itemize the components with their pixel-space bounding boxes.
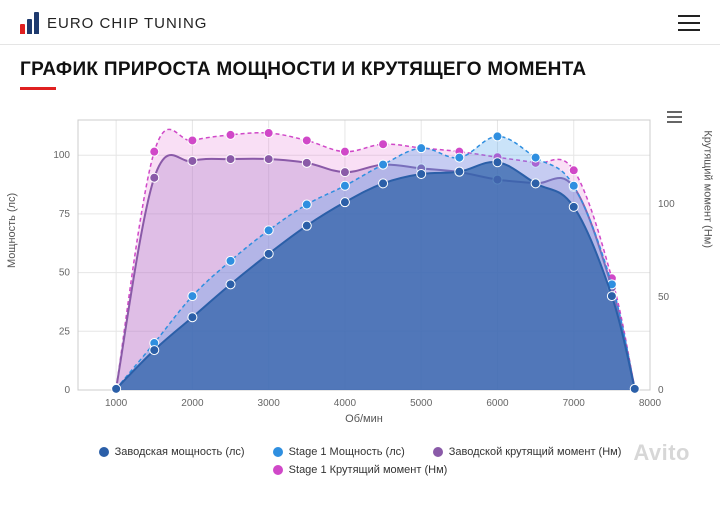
- svg-text:50: 50: [658, 292, 670, 303]
- svg-text:100: 100: [658, 199, 675, 210]
- legend-marker-icon: [99, 447, 109, 457]
- svg-text:100: 100: [53, 150, 70, 161]
- svg-text:4000: 4000: [334, 398, 357, 409]
- svg-text:75: 75: [59, 209, 71, 220]
- chart-menu-icon[interactable]: [667, 108, 682, 126]
- svg-text:2000: 2000: [181, 398, 204, 409]
- title-section: ГРАФИК ПРИРОСТА МОЩНОСТИ И КРУТЯЩЕГО МОМ…: [0, 45, 720, 100]
- legend-label: Заводской крутящий момент (Нм): [449, 446, 622, 458]
- legend-marker-icon: [273, 465, 283, 475]
- legend-label: Заводская мощность (лс): [115, 446, 245, 458]
- svg-text:25: 25: [59, 326, 71, 337]
- legend-label: Stage 1 Крутящий момент (Нм): [289, 464, 448, 476]
- svg-text:6000: 6000: [486, 398, 509, 409]
- legend-item-stage1_power[interactable]: Stage 1 Мощность (лс): [273, 446, 405, 458]
- y-left-label: Мощность (лс): [6, 193, 18, 268]
- svg-text:0: 0: [658, 385, 664, 396]
- chart-container: Мощность (лс) Крутящий момент (Нм) 0 25 50…: [0, 100, 720, 476]
- svg-text:7000: 7000: [563, 398, 586, 409]
- svg-text:50: 50: [59, 268, 71, 279]
- brand-text: EURO CHIP TUNING: [47, 15, 207, 32]
- page-title: ГРАФИК ПРИРОСТА МОЩНОСТИ И КРУТЯЩЕГО МОМ…: [20, 59, 700, 81]
- svg-text:Об/мин: Об/мин: [345, 413, 383, 425]
- svg-text:1000: 1000: [105, 398, 128, 409]
- title-underline: [20, 87, 56, 90]
- menu-icon[interactable]: [678, 10, 700, 36]
- site-header: EURO CHIP TUNING: [0, 0, 720, 45]
- legend-item-stage1_torque[interactable]: Stage 1 Крутящий момент (Нм): [273, 464, 448, 476]
- logo-icon: [20, 12, 39, 34]
- legend-label: Stage 1 Мощность (лс): [289, 446, 405, 458]
- legend-item-stock_torque[interactable]: Заводской крутящий момент (Нм): [433, 446, 622, 458]
- legend-item-stock_power[interactable]: Заводская мощность (лс): [99, 446, 245, 458]
- legend-marker-icon: [433, 447, 443, 457]
- svg-text:0: 0: [64, 385, 70, 396]
- svg-text:3000: 3000: [258, 398, 281, 409]
- svg-text:5000: 5000: [410, 398, 433, 409]
- brand[interactable]: EURO CHIP TUNING: [20, 12, 207, 34]
- legend-marker-icon: [273, 447, 283, 457]
- y-right-label: Крутящий момент (Нм): [702, 130, 714, 248]
- power-torque-chart: 0255075100050100100020003000400050006000…: [20, 100, 700, 440]
- chart-legend: Заводская мощность (лс) Stage 1 Мощность …: [20, 440, 700, 476]
- svg-text:8000: 8000: [639, 398, 662, 409]
